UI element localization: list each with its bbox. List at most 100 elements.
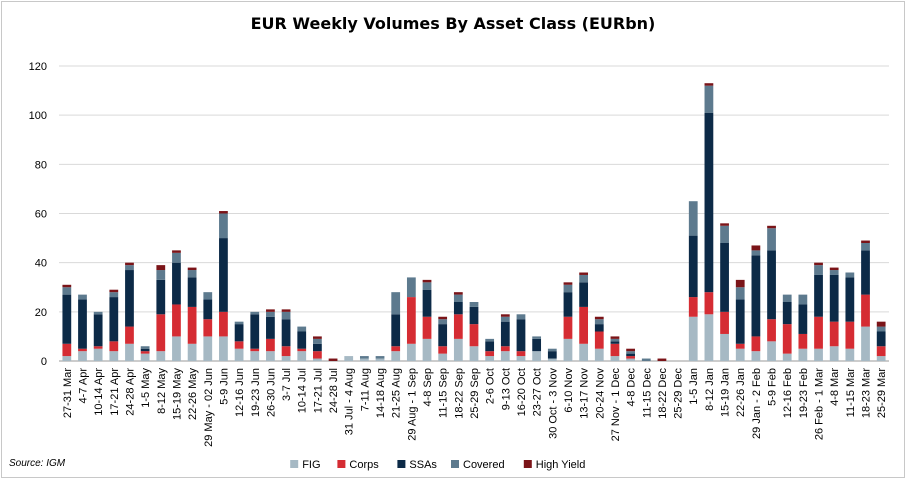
x-tick-label: 11-15 Dec xyxy=(641,368,653,418)
bar-segment xyxy=(688,316,698,361)
x-tick-label: 22-26 May xyxy=(187,368,199,420)
bar-segment xyxy=(438,324,448,347)
bar-segment xyxy=(626,351,635,354)
bar-segment xyxy=(579,282,589,307)
bar-segment xyxy=(172,304,181,337)
bar-segment xyxy=(532,336,542,339)
x-tick-label: 4-8 Sep xyxy=(422,368,434,407)
bar-segment xyxy=(266,338,275,352)
bar-segment xyxy=(219,238,228,312)
bar-segment xyxy=(688,297,698,317)
bar-segment xyxy=(720,225,729,243)
axes: 0 20 40 60 80 100 120 27-31 Mar 4-7 Apr 10-14 Apr… xyxy=(29,61,889,447)
legend-swatch xyxy=(337,460,346,468)
bar-segment xyxy=(500,346,510,352)
bar-segment xyxy=(782,353,792,361)
bar-segment xyxy=(219,311,228,337)
bar-segment xyxy=(610,343,620,357)
bar-segment xyxy=(422,316,432,339)
bar-segment xyxy=(767,319,776,342)
bar-segment xyxy=(250,348,260,352)
x-tick-label: 2-6 Oct xyxy=(485,368,497,404)
x-tick-label: 10-14 Jul xyxy=(297,368,309,413)
bar-segment xyxy=(109,341,119,352)
bar-segment xyxy=(861,326,870,361)
x-tick-label: 4-7 Apr xyxy=(77,368,89,404)
bar-segment xyxy=(516,314,526,320)
bar-segment xyxy=(187,306,197,344)
bar-segment xyxy=(767,250,776,320)
x-tick-label: 5-9 Feb xyxy=(767,368,779,406)
bar-segment xyxy=(798,294,808,305)
bar-segment xyxy=(782,324,792,354)
bar-segment xyxy=(172,336,181,361)
bar-segment xyxy=(359,356,369,359)
bar-segment xyxy=(845,321,855,349)
bar-segment xyxy=(93,311,103,315)
bar-segment xyxy=(829,274,839,322)
bar-segment xyxy=(422,289,432,317)
x-tick-label: 7-11 Aug xyxy=(359,368,371,411)
bar-segment xyxy=(876,356,886,361)
y-tick-label: 120 xyxy=(29,61,47,73)
bar-segment xyxy=(547,351,557,359)
bar-segment xyxy=(814,316,823,349)
bar-segment xyxy=(281,356,291,361)
chart-title: EUR Weekly Volumes By Asset Class (EURbn… xyxy=(251,14,656,33)
bar-segment xyxy=(172,252,181,263)
bar-segment xyxy=(485,351,495,357)
bar-segment xyxy=(78,348,87,352)
bar-segment xyxy=(219,211,228,214)
bar-segment xyxy=(516,351,526,357)
legend-swatch xyxy=(451,460,459,468)
bar-segment xyxy=(485,356,495,361)
x-tick-label: 11-15 Sep xyxy=(438,368,450,418)
bar-segment xyxy=(313,351,322,359)
bar-segment xyxy=(798,348,808,361)
bar-segment xyxy=(125,270,134,327)
x-tick-label: 13-17 Nov xyxy=(579,368,591,419)
bar-segment xyxy=(234,324,244,342)
bar-segment xyxy=(469,306,479,325)
bar-segment xyxy=(532,351,542,361)
bar-segment xyxy=(313,358,322,361)
bar-segment xyxy=(453,314,463,339)
bar-segment xyxy=(359,358,369,361)
bar-segment xyxy=(234,348,244,361)
bar-segment xyxy=(767,225,776,229)
bar-segment xyxy=(156,279,166,315)
bar-segment xyxy=(140,346,150,349)
bar-segment xyxy=(720,223,729,226)
legend-label: Covered xyxy=(463,459,505,471)
legend-label: FIG xyxy=(302,459,320,471)
bar-segment xyxy=(453,338,463,361)
bar-segment xyxy=(735,287,745,300)
x-tick-label: 25-29 Mar xyxy=(876,368,888,418)
bar-segment xyxy=(485,341,495,352)
bar-segment xyxy=(704,85,714,113)
bar-segment xyxy=(297,331,307,349)
bar-segment xyxy=(234,321,244,325)
bar-segment xyxy=(594,331,604,349)
bar-segment xyxy=(422,338,432,361)
bar-segment xyxy=(266,351,275,361)
bar-segment xyxy=(829,267,839,271)
bar-segment xyxy=(109,292,119,298)
bar-segment xyxy=(109,351,119,361)
bar-segment xyxy=(453,302,463,315)
bar-segment xyxy=(219,213,228,239)
bar-segment xyxy=(187,277,197,307)
bar-segment xyxy=(266,309,275,312)
bar-segment xyxy=(203,299,213,320)
x-tick-label: 27 Nov - 1 Dec xyxy=(610,368,622,442)
source-note: Source: IGM xyxy=(9,458,66,469)
bar-segment xyxy=(861,250,870,295)
x-tick-label: 22-26 Jan xyxy=(735,368,747,417)
bar-segment xyxy=(313,336,322,339)
bar-segment xyxy=(500,316,510,322)
bar-segment xyxy=(78,351,87,361)
bar-segment xyxy=(829,346,839,361)
x-tick-label: 3-7 Jul xyxy=(281,368,293,401)
bar-segment xyxy=(767,228,776,251)
